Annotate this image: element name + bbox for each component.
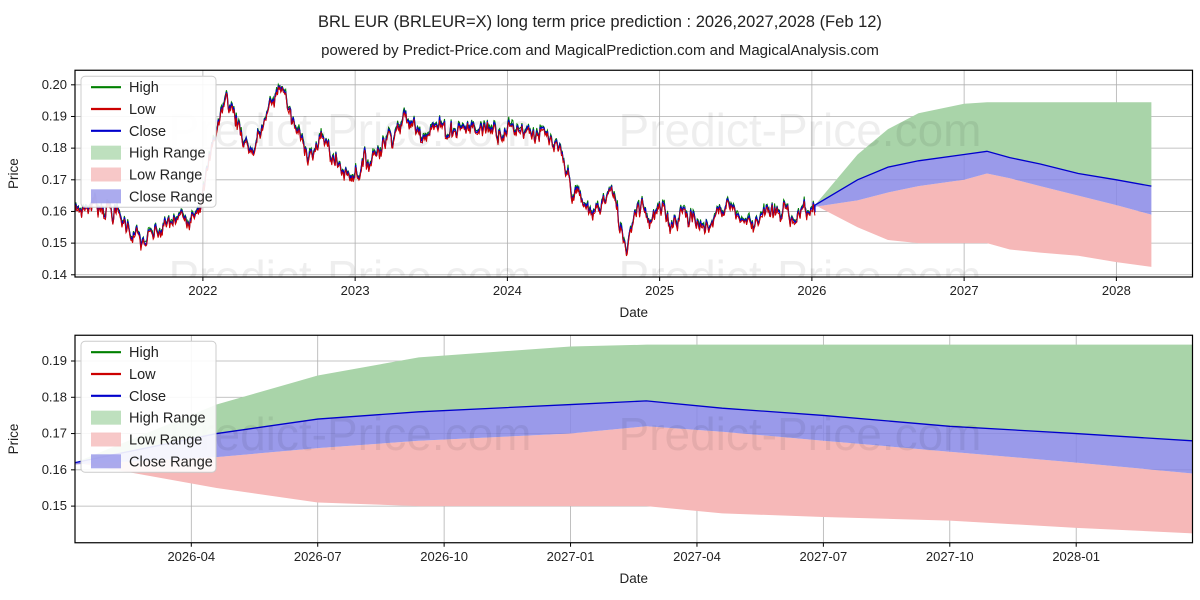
svg-text:Close: Close xyxy=(129,389,166,405)
svg-text:Close: Close xyxy=(129,124,166,140)
svg-text:2026-07: 2026-07 xyxy=(294,549,342,564)
svg-text:0.16: 0.16 xyxy=(42,203,67,218)
svg-text:Date: Date xyxy=(619,305,648,320)
svg-text:Low: Low xyxy=(129,367,156,383)
svg-text:High: High xyxy=(129,80,159,96)
svg-text:0.20: 0.20 xyxy=(42,77,67,92)
svg-text:0.19: 0.19 xyxy=(42,353,67,368)
svg-text:2026: 2026 xyxy=(797,283,826,298)
svg-text:Low: Low xyxy=(129,102,156,118)
svg-text:Low Range: Low Range xyxy=(129,433,202,449)
svg-text:Predict-Price.com: Predict-Price.com xyxy=(169,251,532,303)
svg-text:Price: Price xyxy=(6,424,21,455)
svg-text:2028: 2028 xyxy=(1102,283,1131,298)
svg-text:High Range: High Range xyxy=(129,411,206,427)
svg-text:Predict-Price.com: Predict-Price.com xyxy=(619,408,982,460)
svg-text:Predict-Price.com: Predict-Price.com xyxy=(619,104,982,156)
svg-text:Predict-Price.com: Predict-Price.com xyxy=(169,104,532,156)
svg-text:2027-01: 2027-01 xyxy=(547,549,595,564)
svg-text:0.19: 0.19 xyxy=(42,108,67,123)
svg-text:2028-01: 2028-01 xyxy=(1052,549,1100,564)
svg-text:High Range: High Range xyxy=(129,146,206,162)
svg-text:Low Range: Low Range xyxy=(129,168,202,184)
svg-text:2027: 2027 xyxy=(950,283,979,298)
svg-text:0.14: 0.14 xyxy=(42,267,67,282)
svg-text:2022: 2022 xyxy=(188,283,217,298)
svg-text:2023: 2023 xyxy=(341,283,370,298)
svg-text:2024: 2024 xyxy=(493,283,522,298)
svg-text:0.18: 0.18 xyxy=(42,140,67,155)
svg-text:0.17: 0.17 xyxy=(42,426,67,441)
svg-text:0.16: 0.16 xyxy=(42,462,67,477)
svg-text:0.17: 0.17 xyxy=(42,172,67,187)
svg-text:Price: Price xyxy=(6,158,21,189)
svg-text:Date: Date xyxy=(619,571,648,586)
svg-text:Close Range: Close Range xyxy=(129,189,213,205)
svg-text:2027-04: 2027-04 xyxy=(673,549,721,564)
svg-text:Predict-Price.com: Predict-Price.com xyxy=(619,251,982,303)
svg-text:2026-10: 2026-10 xyxy=(420,549,468,564)
svg-text:Predict-Price.com: Predict-Price.com xyxy=(169,408,532,460)
svg-text:2027-10: 2027-10 xyxy=(926,549,974,564)
svg-text:2026-04: 2026-04 xyxy=(167,549,215,564)
svg-text:2025: 2025 xyxy=(645,283,674,298)
svg-text:2027-07: 2027-07 xyxy=(800,549,848,564)
svg-text:0.15: 0.15 xyxy=(42,235,67,250)
svg-text:High: High xyxy=(129,345,159,361)
svg-text:0.18: 0.18 xyxy=(42,389,67,404)
svg-text:0.15: 0.15 xyxy=(42,498,67,513)
svg-text:Close Range: Close Range xyxy=(129,454,213,470)
